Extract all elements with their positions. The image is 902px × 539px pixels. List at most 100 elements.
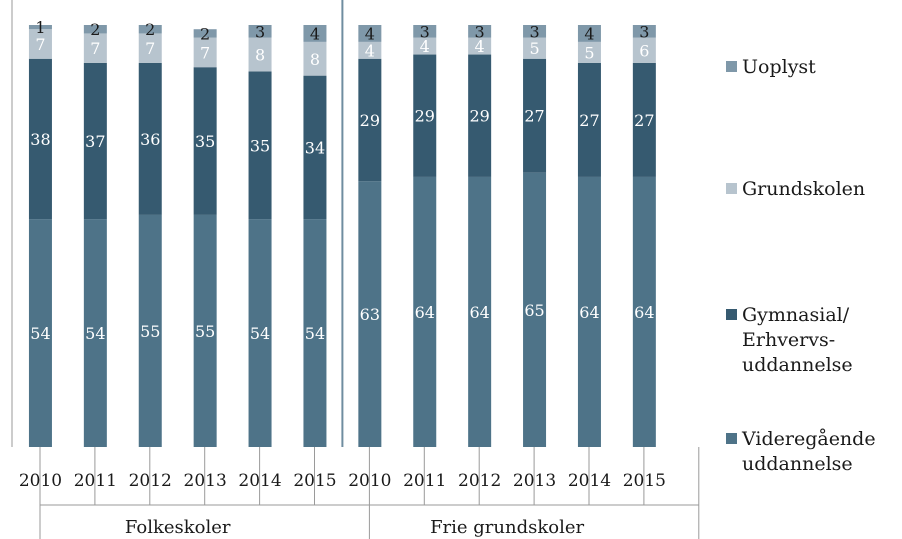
bar-segment <box>358 25 382 42</box>
bar-segment <box>468 37 492 55</box>
bar-segment <box>632 25 656 38</box>
bar-segment <box>468 25 492 38</box>
bar-segment <box>577 62 601 177</box>
bar-segment <box>523 37 547 59</box>
legend-label: uddannelse <box>742 354 853 376</box>
data-label: 4 <box>310 24 320 43</box>
legend-label: uddannelse <box>742 453 853 475</box>
bar-segment <box>468 176 492 448</box>
data-label: 55 <box>140 322 160 341</box>
data-label: 3 <box>255 22 265 41</box>
bar-segment <box>303 75 327 220</box>
data-label: 36 <box>140 130 160 149</box>
bar-segment <box>632 62 656 177</box>
bar-segment <box>138 214 162 447</box>
legend-swatch <box>726 433 737 444</box>
bar-segment <box>303 25 327 42</box>
bar-segment <box>28 58 52 220</box>
data-label: 34 <box>305 138 325 157</box>
bar-segment <box>523 172 547 447</box>
bar-segment <box>248 219 272 447</box>
data-label: 3 <box>420 22 430 41</box>
bar-segment <box>28 29 52 59</box>
category-axis: 2010 2011 2012 2013 2014 2015 2010 2011 2012 2013… <box>19 447 700 539</box>
bar-segment <box>28 219 52 447</box>
bar-segment <box>632 37 656 63</box>
data-label: 4 <box>475 37 485 56</box>
data-label: 2 <box>200 24 210 43</box>
data-label: 8 <box>255 46 265 65</box>
legend-label: Uoplyst <box>742 56 816 78</box>
bar-segment <box>83 25 107 34</box>
data-label: 29 <box>360 111 380 130</box>
data-label: 55 <box>195 322 215 341</box>
data-label: 2 <box>90 20 100 39</box>
group-label: Folkeskoler <box>125 517 231 538</box>
data-label: 65 <box>524 301 544 320</box>
data-label: 3 <box>529 22 539 41</box>
data-label: 7 <box>145 39 155 58</box>
data-label: 5 <box>529 39 539 58</box>
bar-segment <box>632 176 656 448</box>
data-label: 7 <box>200 43 210 62</box>
bar-segment <box>193 214 217 447</box>
data-label: 27 <box>634 111 654 130</box>
bar-segment <box>83 62 107 220</box>
bars-layer: 5438715437725536725535725435835434846329… <box>28 0 656 448</box>
bar-segment <box>413 37 437 55</box>
legend-label: Videregående <box>741 428 876 450</box>
bar-segment <box>358 58 382 182</box>
data-label: 35 <box>195 132 215 151</box>
bar-segment <box>577 25 601 42</box>
bar-segment <box>248 25 272 38</box>
data-label: 27 <box>524 107 544 126</box>
data-label: 4 <box>365 41 375 60</box>
data-label: 54 <box>250 324 270 343</box>
bar-segment <box>248 71 272 220</box>
bar-segment <box>28 25 52 30</box>
data-label: 38 <box>30 130 50 149</box>
data-label: 8 <box>310 50 320 69</box>
data-label: 3 <box>639 22 649 41</box>
data-label: 7 <box>90 39 100 58</box>
legend-swatch <box>726 309 737 320</box>
bar-segment <box>248 37 272 72</box>
data-label: 64 <box>579 303 599 322</box>
data-label: 64 <box>634 303 654 322</box>
bar-segment <box>413 54 437 177</box>
data-label: 5 <box>584 43 594 62</box>
bar-segment <box>83 219 107 447</box>
legend-label: Grundskolen <box>742 178 865 200</box>
bar-segment <box>193 29 217 38</box>
data-label: 27 <box>579 111 599 130</box>
bar-segment <box>577 41 601 63</box>
data-label: 64 <box>415 303 435 322</box>
data-label: 54 <box>305 324 325 343</box>
data-label: 54 <box>85 324 105 343</box>
bar-segment <box>413 25 437 38</box>
bar-segment <box>138 62 162 215</box>
data-label: 4 <box>584 24 594 43</box>
bar-segment <box>138 25 162 34</box>
bar-segment <box>138 33 162 63</box>
data-label: 3 <box>475 22 485 41</box>
data-label: 1 <box>35 18 45 37</box>
bar-segment <box>83 33 107 63</box>
data-label: 2 <box>145 20 155 39</box>
data-label: 4 <box>420 37 430 56</box>
data-label: 54 <box>30 324 50 343</box>
data-label: 35 <box>250 136 270 155</box>
legend: Uoplyst Grundskolen Gymnasial/Erhvervs-udd… <box>726 56 876 475</box>
bar-segment <box>523 25 547 38</box>
data-label: 6 <box>639 41 649 60</box>
data-label: 37 <box>85 132 105 151</box>
bar-segment <box>303 219 327 447</box>
bar-segment <box>577 176 601 448</box>
data-label: 29 <box>415 107 435 126</box>
data-label: 7 <box>35 35 45 54</box>
bar-segment <box>193 67 217 215</box>
bar-segment <box>193 37 217 68</box>
bar-segment <box>523 58 547 173</box>
legend-swatch <box>726 61 737 72</box>
